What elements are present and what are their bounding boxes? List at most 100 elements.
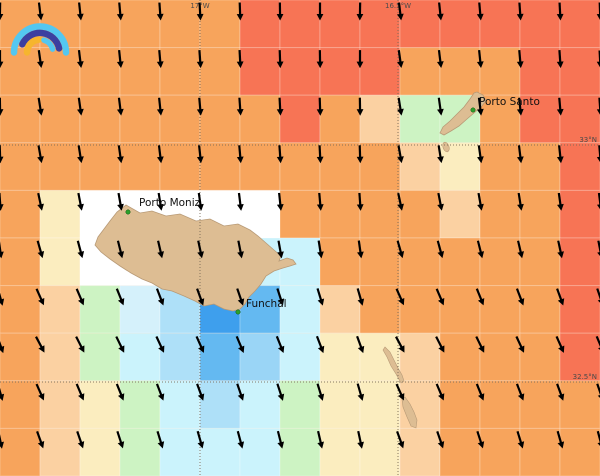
wind-arrow-head [77,108,84,116]
porto-santo-island [439,91,487,136]
wind-arrow-icon [116,97,124,116]
wind-arrow-head [516,156,524,164]
wind-cell [359,142,401,191]
wind-arrow-icon [76,50,84,69]
wind-arrow-head [518,345,525,353]
wind-cell [359,332,401,382]
wind-cell [239,427,281,476]
wind-arrow-head [316,14,324,21]
wind-arrow-icon [516,145,524,164]
wind-arrow-head [117,393,125,401]
wind-arrow-shaft [77,50,82,64]
wind-arrow-head [77,203,84,211]
wind-cell [359,189,401,239]
wind-arrow-shaft [517,145,522,159]
wind-arrow-head [116,61,124,69]
wind-arrow-head [0,393,5,401]
wind-arrow-shaft [0,335,3,349]
wind-cell [0,427,41,476]
wind-cell [439,237,481,287]
wind-arrow-shaft [475,383,483,397]
wind-arrow-icon [395,288,405,306]
wind-arrow-icon [196,383,205,401]
wind-arrow-shaft [477,145,482,159]
wind-arrow-shaft [275,335,283,349]
wind-cell [79,142,121,191]
wind-arrow-shaft [278,145,282,159]
wind-arrow-icon [75,288,85,306]
wind-arrow-icon [276,192,284,211]
wind-cell [0,332,41,382]
wind-arrow-icon [436,431,445,449]
wind-cell [159,427,201,476]
wind-arrow-head [356,61,364,69]
wind-arrow-shaft [596,288,600,302]
wind-arrow-shaft [478,2,482,16]
wind-cell [399,94,441,144]
wind-arrow-head [556,61,564,69]
wind-cell [439,189,481,239]
wind-arrow-head [238,345,245,353]
wind-arrow-icon [236,2,244,21]
wind-arrow-icon [196,97,204,116]
wind-arrow-head [0,298,5,306]
wind-cell [559,142,600,191]
wind-arrow-shaft [556,288,563,302]
city-marker-dot [470,107,476,113]
wind-arrow-head [117,203,124,211]
wind-arrow-head [237,251,244,259]
wind-arrow-head [37,61,44,69]
wind-arrow-shaft [198,2,202,16]
wind-arrow-head [357,345,365,354]
wind-cell [199,380,241,429]
wind-arrow-head [77,156,84,164]
wind-arrow-icon [356,97,364,116]
wind-arrow-shaft [196,430,203,445]
wind-arrow-icon [277,240,284,259]
wind-arrow-head [596,61,600,69]
wind-arrow-head [478,345,485,353]
wind-cell [479,380,521,429]
wind-arrow-shaft [316,288,323,302]
wind-arrow-head [356,156,364,164]
wind-arrow-head [556,108,564,116]
wind-arrow-head [196,61,204,69]
wind-arrow-shaft [596,383,600,397]
wind-arrow-icon [76,2,84,21]
wind-arrow-icon [476,430,485,449]
wind-arrow-shaft [475,288,483,302]
wind-arrow-icon [356,335,365,354]
wind-arrow-icon [396,240,405,259]
wind-arrow-icon [116,240,125,259]
wind-arrow-icon [235,335,245,353]
wind-arrow-icon [76,431,85,449]
wind-arrow-head [117,156,124,164]
wind-arrow-shaft [0,240,2,254]
wind-arrow-shaft [0,430,3,445]
wind-arrow-icon [436,50,444,69]
wind-arrow-head [516,13,524,21]
wind-cell [319,47,361,96]
latitude-label: 33°N [579,136,597,144]
wind-arrow-icon [0,145,4,164]
wind-arrow-shaft [278,97,282,111]
wind-cell [0,285,41,334]
wind-arrow-head [437,441,445,449]
wind-arrow-head [37,156,44,164]
wind-arrow-icon [435,288,445,306]
logo-arc [10,23,70,56]
wind-arrow-icon [77,97,84,116]
wind-arrow-icon [596,430,600,449]
wind-arrow-head [557,298,565,306]
wind-arrow-icon [556,97,564,116]
wind-cell [39,189,81,239]
wind-arrow-shaft [37,50,42,64]
wind-arrow-shaft [556,430,563,445]
wind-arrow-shaft [517,192,522,207]
wind-cell [239,0,281,49]
wind-arrow-icon [196,288,205,306]
wind-cell [39,427,81,476]
wind-cell [0,380,41,429]
wind-arrow-icon [476,50,484,69]
madeira-island [94,204,297,312]
